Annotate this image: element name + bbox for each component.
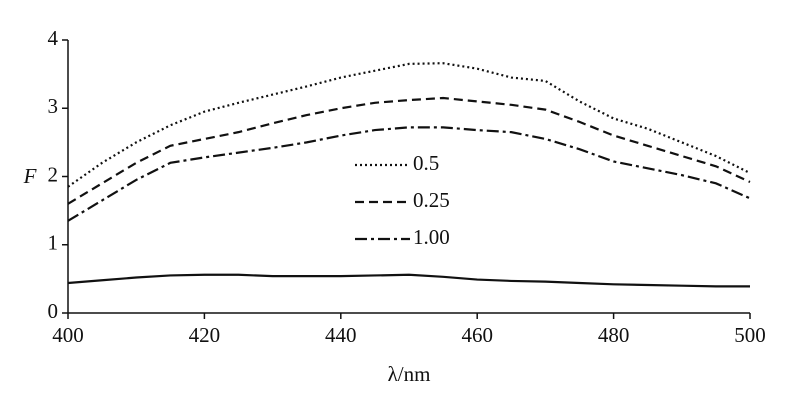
x-tick-label: 420 [189,323,221,347]
legend-label: 0.5 [413,151,439,175]
data-line [67,62,751,188]
y-tick-label: 3 [48,94,59,118]
x-tick-label: 460 [461,323,493,347]
legend-label: 1.00 [413,225,450,249]
y-tick-label: 0 [48,299,59,323]
x-tick-label: 440 [325,323,357,347]
x-axis-label: λ/nm [388,362,431,386]
x-tick-label: 480 [598,323,630,347]
data-line [67,96,751,205]
y-axis-label: F [23,164,37,188]
legend-label: 0.25 [413,188,450,212]
y-tick-label: 1 [48,231,59,255]
y-tick-label: 2 [48,162,59,186]
x-tick-label: 500 [734,323,766,347]
data-line [67,273,750,288]
y-tick-label: 4 [48,26,59,50]
x-tick-label: 400 [52,323,84,347]
data-line [67,126,751,222]
